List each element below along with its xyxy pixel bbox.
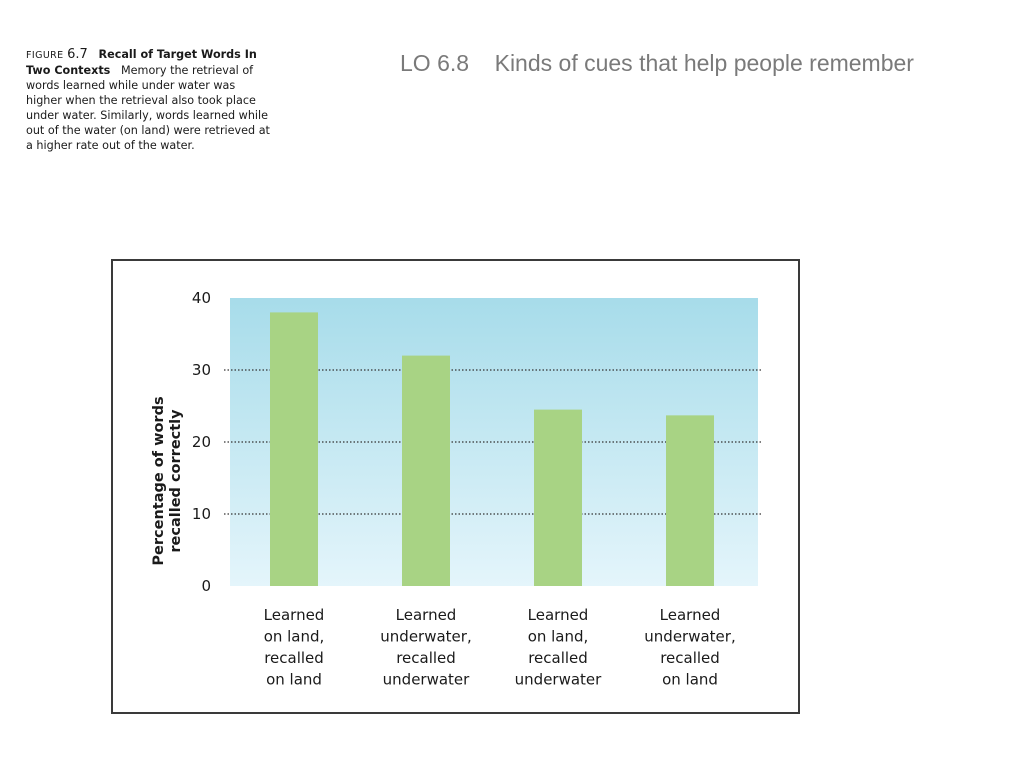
bar-4	[666, 415, 714, 586]
category-label-1: Learned on land, recalled on land	[264, 606, 325, 689]
category-label-4: Learned underwater, recalled on land	[644, 606, 735, 689]
bar-1	[270, 312, 318, 586]
figure-number: 6.7	[67, 47, 88, 62]
y-axis-ticks: 0 10 20 30 40	[192, 289, 211, 595]
figure-caption-text: Memory the retrieval of words learned wh…	[26, 64, 270, 152]
y-tick-label: 20	[192, 433, 211, 451]
category-label-3: Learned on land, recalled underwater	[515, 606, 603, 689]
bars	[270, 312, 714, 586]
chart-frame: 0 10 20 30 40 Learned on land, recalled on land…	[111, 259, 800, 714]
figure-caption: FIGURE 6.7 Recall of Target Words In Two…	[26, 47, 271, 153]
x-axis-categories: Learned on land, recalled on land Learned und…	[264, 606, 736, 689]
y-tick-label: 0	[201, 577, 211, 595]
category-label-2: Learned underwater, recalled underwater	[380, 606, 471, 689]
figure-title: Recall of Target Words In Two Contexts	[26, 48, 257, 77]
slide-title: LO 6.8 Kinds of cues that help people re…	[400, 50, 914, 76]
bar-3	[534, 409, 582, 586]
figure-label: FIGURE	[26, 50, 64, 61]
bar-chart: 0 10 20 30 40 Learned on land, recalled on land…	[151, 289, 763, 689]
y-tick-label: 10	[192, 505, 211, 523]
y-tick-label: 40	[192, 289, 211, 307]
y-axis-title: Percentage of wordsrecalled correctly	[151, 396, 184, 565]
bar-2	[402, 355, 450, 586]
y-tick-label: 30	[192, 361, 211, 379]
